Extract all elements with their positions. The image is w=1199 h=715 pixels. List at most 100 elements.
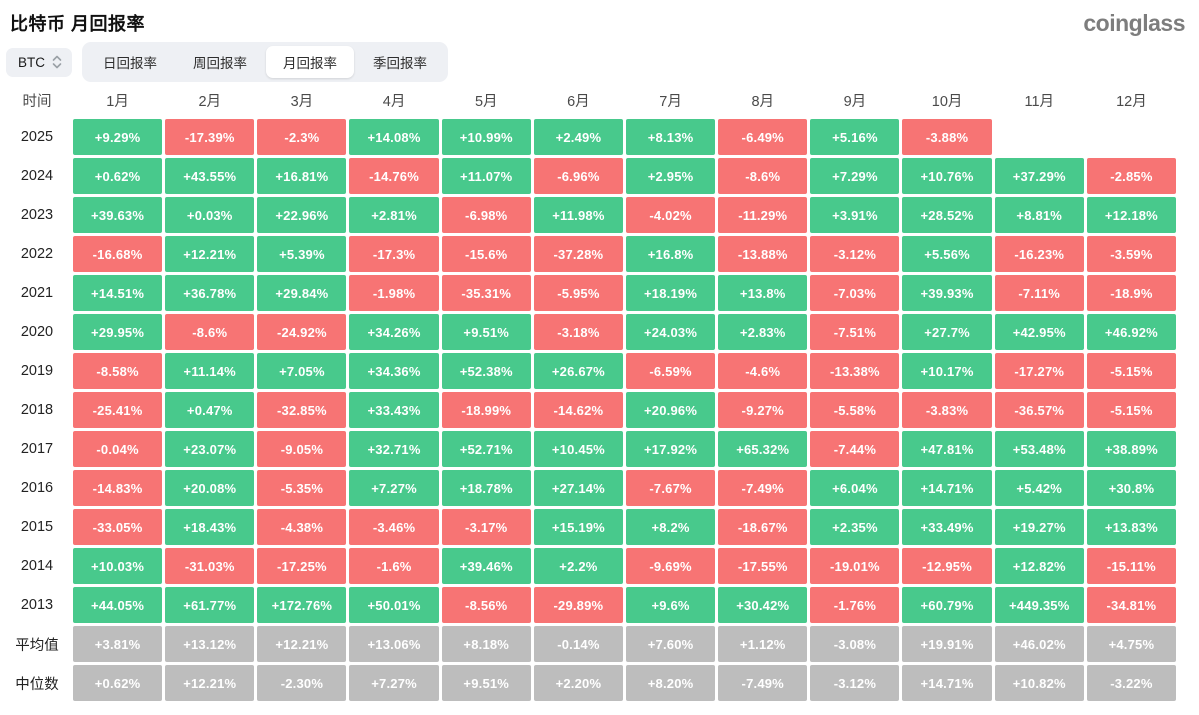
return-cell: +2.95% [625,158,716,194]
return-cell: +9.29% [73,119,163,155]
row-label-2025: 2025 [20,129,54,145]
return-cell: -3.12% [810,236,900,272]
return-cell: +26.67% [533,353,623,389]
row-label-2019: 2019 [20,363,54,379]
return-cell: +11.98% [533,197,623,233]
tab-quarterly-returns[interactable]: 季回报率 [356,46,444,78]
return-cell: +6.04% [810,470,900,506]
return-cell: +10.17% [902,353,992,389]
return-cell: +449.35% [994,587,1084,623]
return-cell: -5.15% [1086,353,1176,389]
return-cell: -3.08% [810,626,900,662]
return-cell: -6.96% [533,158,623,194]
tab-weekly-returns[interactable]: 周回报率 [176,46,264,78]
return-cell: +5.16% [810,119,900,155]
row-label-2015: 2015 [20,519,54,535]
column-header-month-3: 3月 [290,93,314,110]
return-cell: -18.99% [441,392,531,428]
return-cell: -9.05% [257,431,347,467]
return-cell: +34.26% [349,314,439,350]
return-cell: +20.96% [625,392,716,428]
row-label-2018: 2018 [20,402,54,418]
return-cell: +13.83% [1086,509,1176,545]
return-cell: +8.20% [625,665,716,701]
return-cell: -6.49% [718,119,808,155]
column-header-month-9: 9月 [843,93,867,110]
coin-selector[interactable]: BTC [6,47,72,77]
return-cell: +5.42% [994,470,1084,506]
return-cell: -12.95% [902,548,992,584]
return-cell: -15.11% [1086,548,1176,584]
return-cell: -6.98% [441,197,531,233]
column-header-month-10: 10月 [931,93,963,110]
return-cell: -7.49% [718,665,808,701]
return-cell: +10.76% [902,158,992,194]
return-cell: +36.78% [165,275,255,311]
return-cell: +12.21% [165,665,255,701]
row-label-2022: 2022 [20,246,54,262]
return-cell: -18.67% [718,509,808,545]
return-cell: -5.95% [533,275,623,311]
return-cell: -16.68% [73,236,163,272]
return-cell: -1.76% [810,587,900,623]
row-label-2017: 2017 [20,441,54,457]
return-cell: +42.95% [994,314,1084,350]
column-header-month-2: 2月 [198,93,222,110]
return-cell: +10.99% [441,119,531,155]
return-cell: -9.27% [718,392,808,428]
return-cell: +46.02% [994,626,1084,662]
column-header-month-6: 6月 [567,93,590,110]
return-cell: -5.15% [1086,392,1176,428]
return-cell: +14.71% [902,665,992,701]
toolbar: BTC 日回报率 周回报率 月回报率 季回报率 [0,42,1199,82]
return-cell: -33.05% [73,509,163,545]
return-cell: -31.03% [165,548,255,584]
row-label-2013: 2013 [20,597,54,613]
return-cell: -7.11% [994,275,1084,311]
return-cell: +13.8% [718,275,808,311]
return-cell: -7.49% [718,470,808,506]
return-cell: +19.91% [902,626,992,662]
return-cell: -16.23% [994,236,1084,272]
return-cell: -0.14% [533,626,623,662]
return-cell: -32.85% [257,392,347,428]
return-cell: +7.05% [257,353,347,389]
return-cell: +18.19% [625,275,716,311]
return-cell: +4.75% [1086,626,1176,662]
return-cell: +12.18% [1086,197,1176,233]
return-cell: +7.29% [810,158,900,194]
return-cell: +27.7% [902,314,992,350]
return-cell: +20.08% [165,470,255,506]
return-cell: +39.63% [73,197,163,233]
coinglass-logo[interactable]: coinglass [1083,10,1185,36]
return-cell: -8.56% [441,587,531,623]
tab-daily-returns[interactable]: 日回报率 [86,46,174,78]
return-cell: +14.51% [73,275,163,311]
return-cell: -8.6% [718,158,808,194]
return-cell: +37.29% [994,158,1084,194]
tab-monthly-returns[interactable]: 月回报率 [266,46,354,78]
return-cell: -5.35% [257,470,347,506]
return-cell: -8.58% [73,353,163,389]
return-cell: +29.95% [73,314,163,350]
return-cell: -6.59% [625,353,716,389]
return-cell: -2.30% [257,665,347,701]
return-cell: +19.27% [994,509,1084,545]
return-cell: -13.88% [718,236,808,272]
return-cell: +2.83% [718,314,808,350]
return-cell: +2.81% [349,197,439,233]
return-cell: +18.78% [441,470,531,506]
row-label-2020: 2020 [20,324,54,340]
return-cell: -3.18% [533,314,623,350]
return-cell: -14.83% [73,470,163,506]
return-cell: -15.6% [441,236,531,272]
return-period-tabs: 日回报率 周回报率 月回报率 季回报率 [82,42,448,82]
row-label-2024: 2024 [20,168,54,184]
return-cell: -3.83% [902,392,992,428]
column-header-month-4: 4月 [382,93,406,110]
return-cell: -34.81% [1086,587,1176,623]
return-cell: +28.52% [902,197,992,233]
row-label-平均值: 平均值 [15,637,59,654]
return-cell: +50.01% [349,587,439,623]
return-cell: +47.81% [902,431,992,467]
